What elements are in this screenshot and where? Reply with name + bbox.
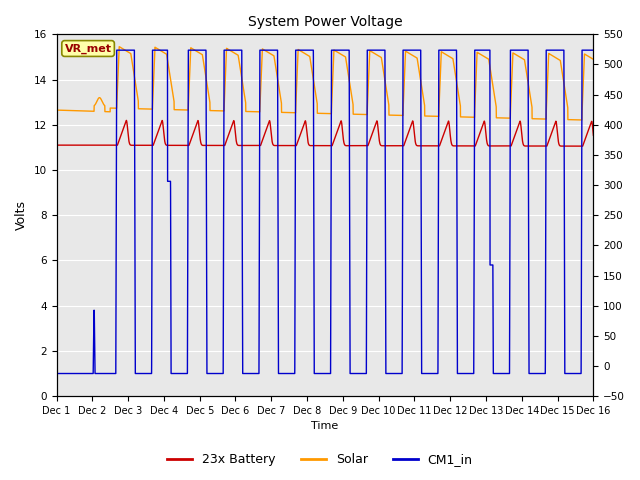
Legend: 23x Battery, Solar, CM1_in: 23x Battery, Solar, CM1_in <box>163 448 477 471</box>
Text: VR_met: VR_met <box>65 43 111 54</box>
X-axis label: Time: Time <box>311 421 339 432</box>
Title: System Power Voltage: System Power Voltage <box>248 15 403 29</box>
Y-axis label: Volts: Volts <box>15 200 28 230</box>
